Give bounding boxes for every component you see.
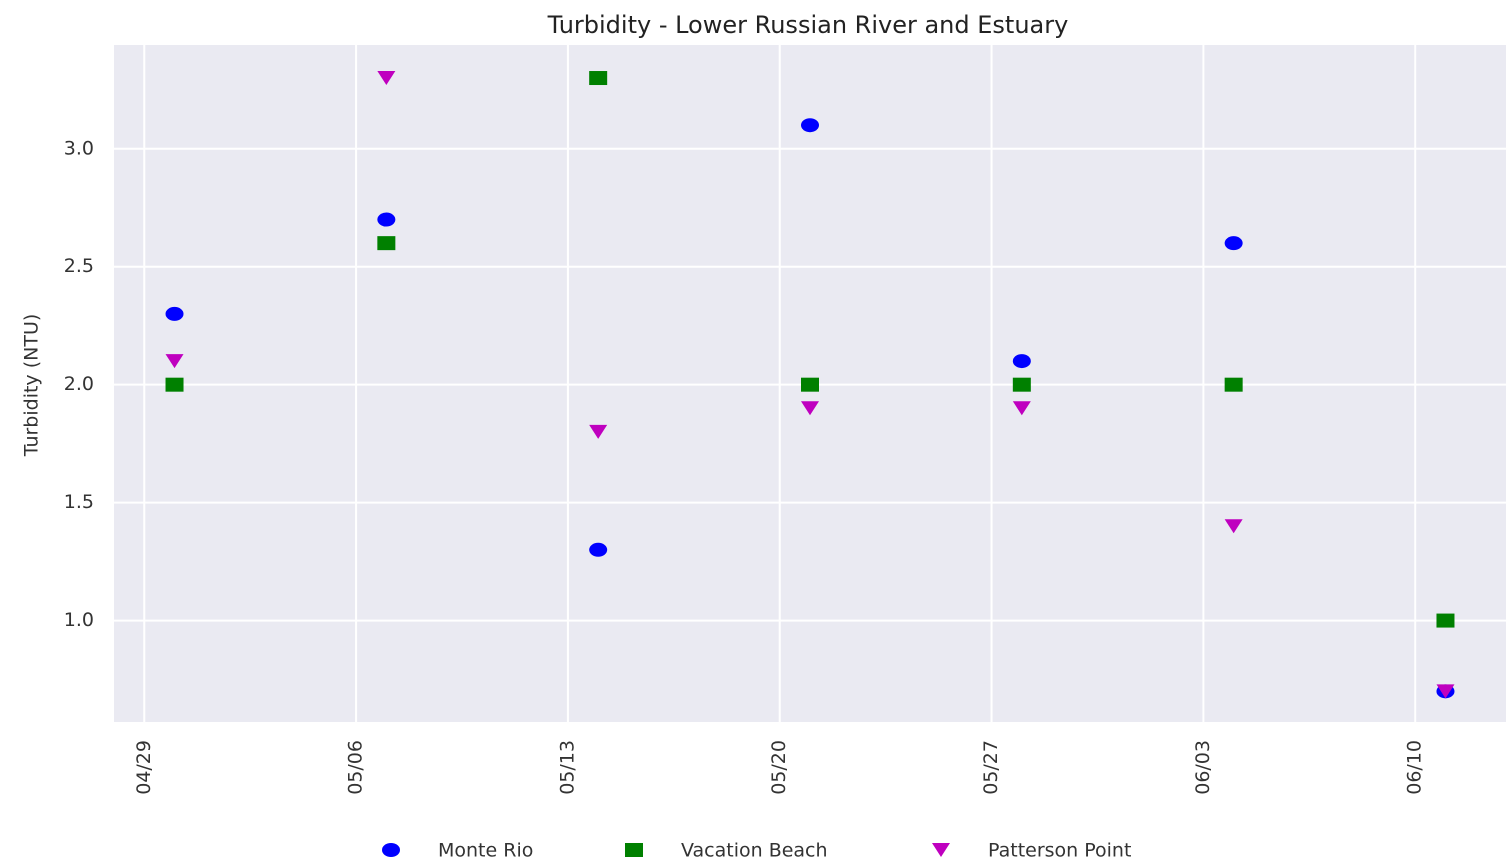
legend-label: Patterson Point	[988, 840, 1131, 862]
data-point	[1012, 401, 1031, 416]
data-point	[1012, 377, 1031, 392]
data-point	[165, 377, 184, 392]
x-tick-label: 04/29	[133, 740, 155, 795]
data-point	[165, 354, 184, 369]
data-point	[1012, 354, 1031, 369]
y-tick-label: 1.0	[64, 609, 94, 631]
x-tick-label: 05/20	[768, 740, 790, 795]
legend-marker	[932, 843, 950, 857]
y-tick-label: 1.5	[64, 491, 94, 513]
legend-marker	[625, 843, 643, 857]
x-tick-label: 05/06	[345, 740, 367, 795]
data-point	[1224, 236, 1243, 251]
data-point	[1436, 684, 1455, 699]
data-point	[801, 118, 819, 133]
y-axis-label: Turbidity (NTU)	[21, 314, 43, 458]
data-point	[801, 401, 819, 416]
data-point	[589, 71, 608, 86]
data-point	[801, 377, 819, 392]
legend-marker	[382, 843, 400, 857]
chart-title: Turbidity - Lower Russian River and Estu…	[547, 11, 1069, 39]
data-point	[589, 424, 608, 439]
legend-label: Vacation Beach	[681, 840, 828, 862]
data-point	[1436, 613, 1455, 628]
data-point	[1224, 377, 1243, 392]
x-tick-label: 05/27	[980, 740, 1002, 795]
x-tick-label: 06/10	[1404, 740, 1426, 795]
data-point	[1224, 519, 1243, 534]
data-point	[165, 306, 184, 321]
data-point	[589, 542, 608, 557]
x-tick-label: 06/03	[1192, 740, 1214, 795]
y-tick-label: 3.0	[64, 137, 94, 159]
legend-label: Monte Rio	[438, 840, 533, 862]
y-tick-label: 2.0	[64, 373, 94, 395]
x-tick-label: 05/13	[556, 740, 578, 795]
y-tick-label: 2.5	[64, 255, 94, 277]
data-point	[377, 236, 396, 251]
data-point	[377, 212, 396, 227]
data-point	[377, 71, 396, 86]
